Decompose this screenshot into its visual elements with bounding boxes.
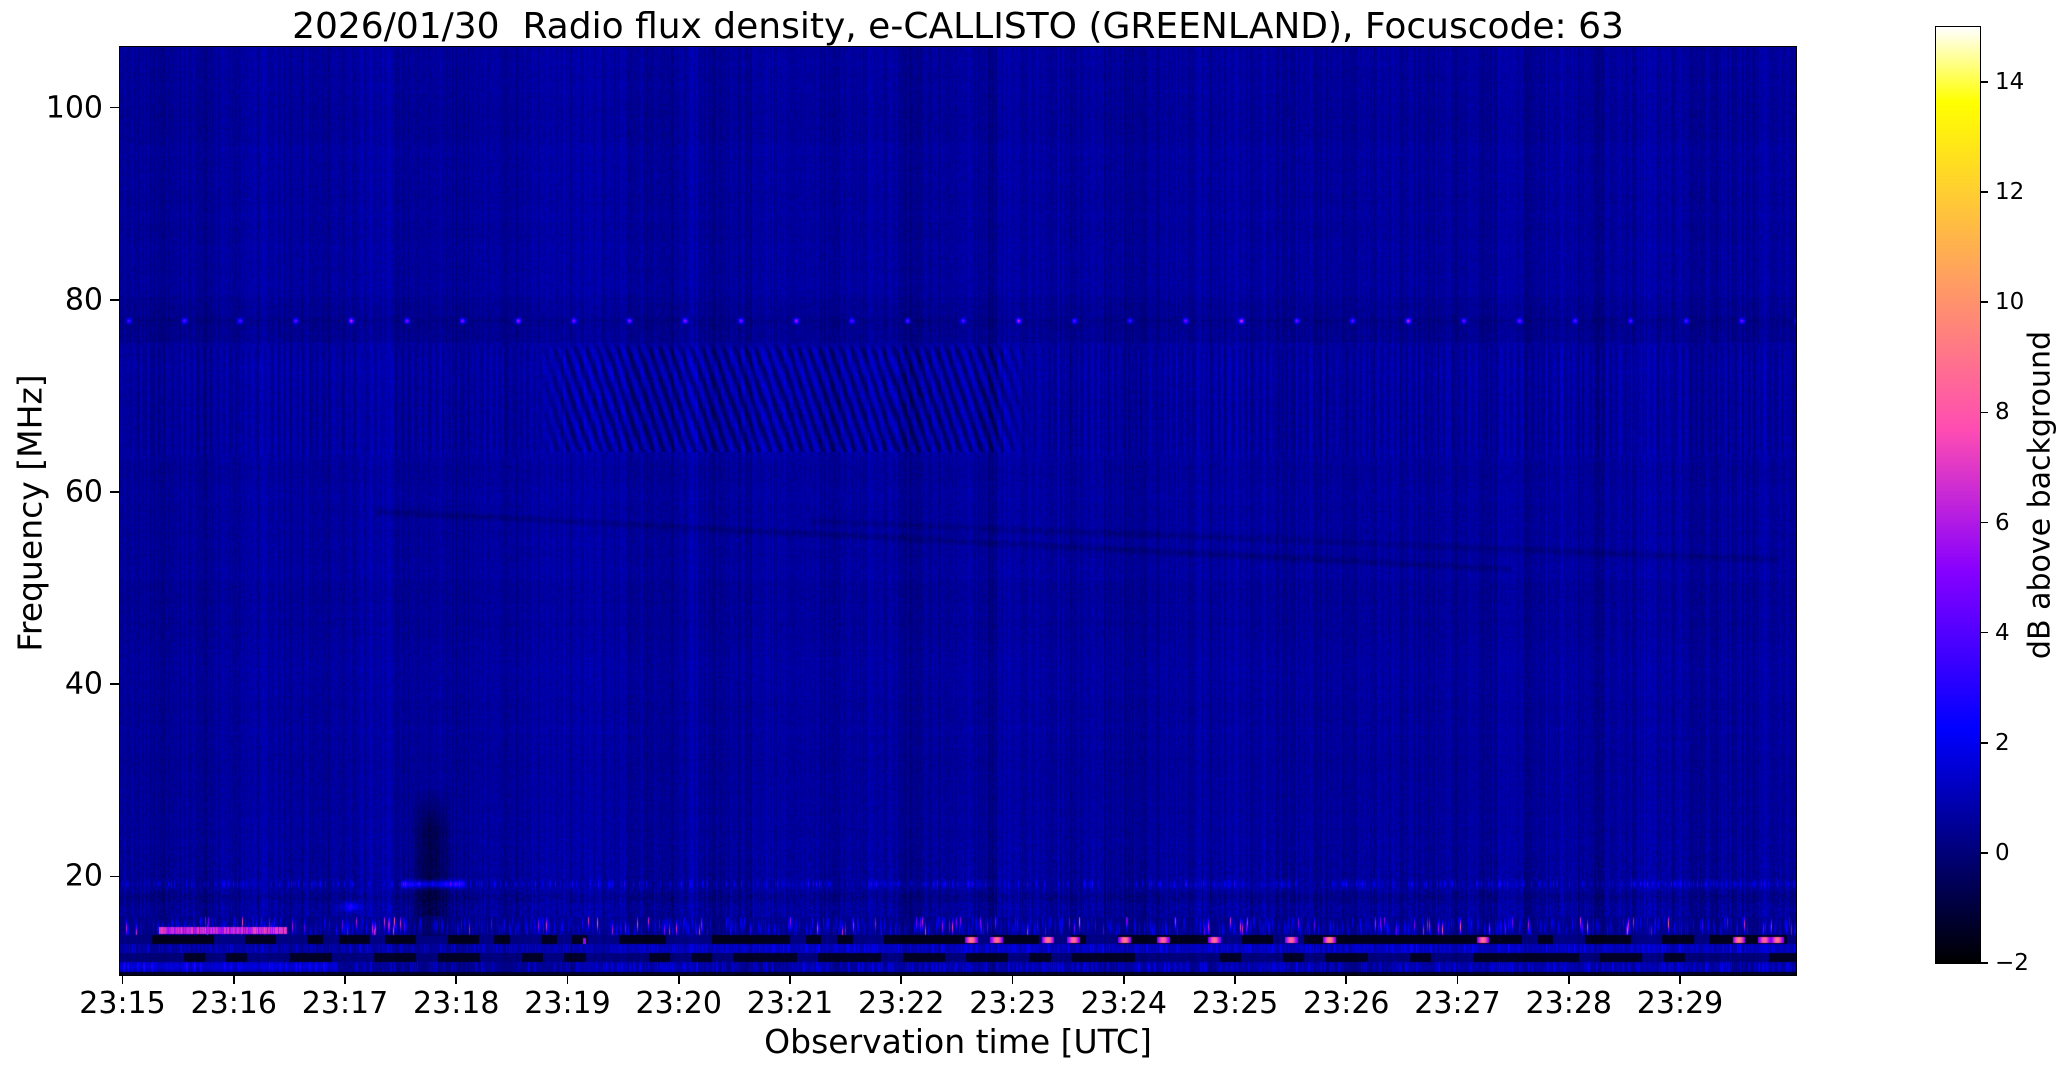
x-tick-label: 23:27 [1414,986,1501,1021]
y-tick-mark [110,298,119,301]
y-tick-mark [110,875,119,878]
x-tick-label: 23:17 [301,986,389,1021]
y-tick-mark [110,106,119,109]
colorbar-tick-mark [1980,852,1988,854]
y-tick-label: 60 [64,474,103,510]
x-tick-mark [1679,975,1681,984]
x-tick-label: 23:23 [969,986,1056,1021]
colorbar-tick-mark [1980,191,1988,193]
y-tick-label: 20 [64,858,103,894]
colorbar-tick-mark [1980,631,1988,634]
x-tick-mark [1234,975,1236,984]
y-tick-mark [110,491,119,493]
x-tick-label: 23:16 [190,986,277,1021]
colorbar-tick-mark [1980,301,1988,304]
y-tick-label: 100 [45,90,103,126]
x-tick-label: 23:21 [746,986,834,1021]
x-tick-label: 23:28 [1525,986,1612,1021]
colorbar-tick-mark [1980,741,1988,744]
x-tick-label: 23:24 [1080,986,1167,1021]
x-tick-mark [1345,975,1348,984]
colorbar-tick-label: 6 [1995,509,2010,536]
x-tick-label: 23:29 [1636,986,1724,1021]
x-tick-label: 23:26 [1303,986,1390,1021]
colorbar-tick-label: 2 [1995,729,2010,756]
x-tick-label: 23:19 [524,986,611,1021]
x-tick-label: 23:25 [1191,986,1279,1021]
x-tick-mark [789,975,791,984]
colorbar-gradient [1936,27,1980,963]
x-tick-mark [121,975,124,984]
colorbar-tick-label: 8 [1995,399,2010,426]
colorbar-tick-mark [1980,81,1988,83]
x-tick-mark [232,975,235,984]
x-tick-label: 23:15 [79,986,166,1021]
colorbar-tick-label: 14 [1995,69,2025,96]
colorbar-tick-label: 0 [1995,839,2010,866]
x-axis-label: Observation time [UTC] [764,1022,1152,1061]
colorbar-tick-label: 10 [1995,289,2025,316]
x-tick-label: 23:20 [635,986,722,1021]
chart-title: 2026/01/30 Radio flux density, e-CALLIST… [292,6,1624,47]
spectrogram-heatmap [120,47,1796,975]
x-tick-mark [566,975,569,984]
colorbar-tick-label: −2 [1995,950,2029,976]
colorbar-tick-mark [1980,521,1988,524]
x-tick-mark [677,975,680,984]
colorbar-tick-label: 12 [1995,179,2025,206]
x-tick-mark [1456,975,1459,984]
x-tick-mark [1122,975,1125,984]
colorbar-label: dB above background [2022,330,2058,660]
x-tick-mark [900,975,903,984]
x-tick-label: 23:22 [858,986,945,1021]
y-axis-label: Frequency [MHz] [10,374,50,652]
colorbar-tick-label: 4 [1995,619,2010,646]
x-tick-mark [455,975,458,984]
y-tick-label: 40 [64,666,103,702]
x-tick-mark [1011,975,1014,984]
colorbar-tick-mark [1980,962,1988,964]
x-tick-label: 23:18 [413,986,500,1021]
y-tick-mark [110,683,119,686]
x-tick-mark [344,975,346,984]
colorbar-tick-mark [1980,411,1988,414]
y-tick-label: 80 [64,282,103,318]
x-tick-mark [1567,975,1570,984]
